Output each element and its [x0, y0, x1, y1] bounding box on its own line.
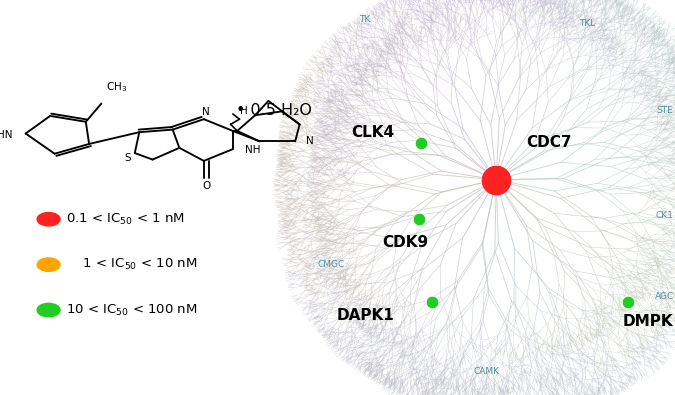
- Text: CLK4: CLK4: [352, 125, 395, 140]
- Circle shape: [37, 303, 60, 317]
- Text: H: H: [240, 106, 248, 117]
- Text: CDC7: CDC7: [526, 135, 572, 150]
- Text: AGC: AGC: [655, 292, 674, 301]
- Text: TKL: TKL: [579, 19, 595, 28]
- Text: CK1: CK1: [656, 211, 674, 220]
- Text: CDK9: CDK9: [382, 235, 428, 250]
- Text: CH$_3$: CH$_3$: [106, 81, 127, 94]
- Text: NH: NH: [245, 145, 261, 156]
- Text: DAPK1: DAPK1: [337, 308, 395, 324]
- Circle shape: [37, 213, 60, 226]
- Text: DMPK: DMPK: [622, 314, 673, 329]
- Text: TK: TK: [359, 15, 370, 24]
- Text: N: N: [202, 107, 210, 117]
- Text: STE: STE: [657, 106, 673, 115]
- Text: 1 < IC$_{50}$ < 10 nM: 1 < IC$_{50}$ < 10 nM: [66, 257, 198, 272]
- Text: O: O: [202, 181, 210, 191]
- Text: S: S: [125, 153, 132, 163]
- Text: HN: HN: [0, 130, 12, 140]
- Text: 0.1 < IC$_{50}$ < 1 nM: 0.1 < IC$_{50}$ < 1 nM: [66, 212, 185, 227]
- Text: CAMK: CAMK: [473, 367, 499, 376]
- Text: CMGC: CMGC: [317, 260, 344, 269]
- Circle shape: [37, 258, 60, 271]
- Text: N: N: [306, 136, 314, 146]
- Text: 10 < IC$_{50}$ < 100 nM: 10 < IC$_{50}$ < 100 nM: [66, 303, 198, 318]
- Text: • 0.5 H₂O: • 0.5 H₂O: [236, 103, 312, 118]
